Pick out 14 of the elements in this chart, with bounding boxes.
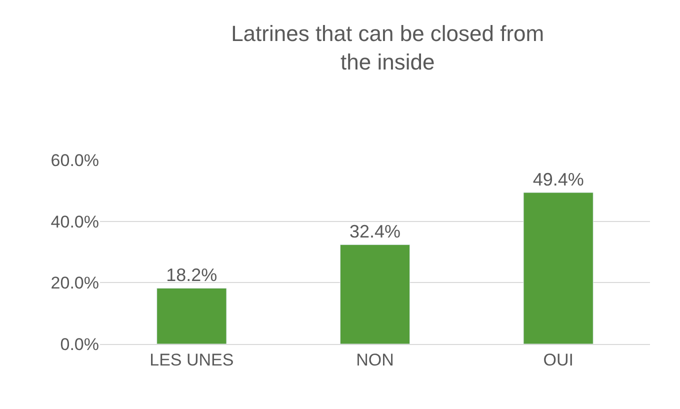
x-tick-label: NON xyxy=(356,350,394,370)
data-label: 49.4% xyxy=(532,170,584,190)
chart-title: Latrines that can be closed from the inside xyxy=(231,20,544,74)
y-tick-label: 20.0% xyxy=(50,274,99,293)
data-label: 18.2% xyxy=(166,265,218,286)
y-tick-label: 0.0% xyxy=(60,334,99,354)
x-tick-label: OUI xyxy=(543,350,574,370)
bar xyxy=(340,244,410,344)
y-tick-label: 60.0% xyxy=(50,150,99,170)
y-tick-label: 40.0% xyxy=(50,212,99,232)
data-label: 32.4% xyxy=(349,222,401,242)
x-tick-label: LES UNES xyxy=(150,350,234,370)
bar xyxy=(523,192,594,344)
bar xyxy=(156,288,227,344)
